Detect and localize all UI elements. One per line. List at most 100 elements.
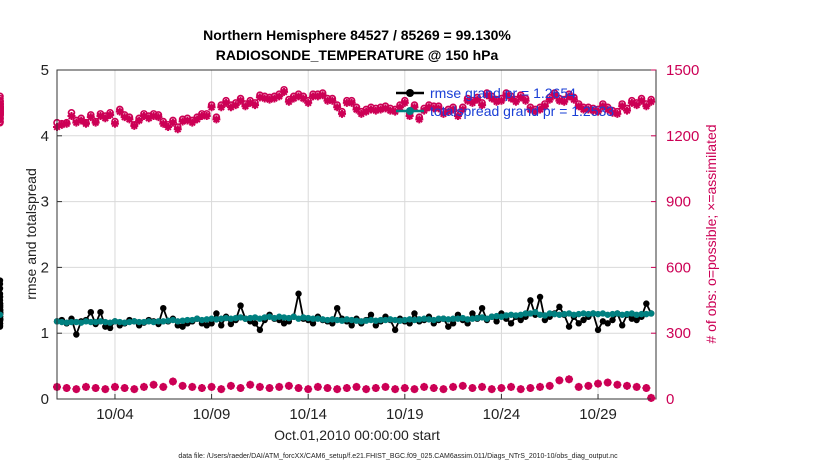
obs-assimilated-marker <box>526 105 535 114</box>
data-point <box>213 316 220 323</box>
data-point <box>150 318 157 326</box>
data-point <box>218 315 225 322</box>
data-point <box>488 313 495 320</box>
obs-assimilated-marker <box>632 382 641 391</box>
obs-assimilated-marker <box>313 92 322 101</box>
obs-assimilated-marker <box>497 384 506 393</box>
obs-assimilated-marker <box>550 91 559 100</box>
obs-assimilated-marker <box>420 382 429 391</box>
obs-assimilated-marker <box>647 393 656 402</box>
data-point <box>493 318 500 325</box>
data-point <box>348 316 355 324</box>
obs-assimilated-marker <box>168 377 177 386</box>
data-point <box>276 313 283 320</box>
series-1 <box>0 308 655 326</box>
obs-assimilated-marker <box>338 109 347 118</box>
obs-assimilated-marker <box>299 94 308 103</box>
data-point <box>503 312 510 319</box>
data-point <box>633 311 640 318</box>
obs-assimilated-marker <box>197 384 206 393</box>
obs-possible-marker <box>0 100 4 108</box>
obs-assimilated-marker <box>275 92 284 101</box>
data-point <box>329 316 336 323</box>
data-point <box>111 318 119 325</box>
data-point <box>570 311 578 318</box>
obs-assimilated-marker <box>371 106 380 115</box>
data-point <box>247 314 254 322</box>
axes-layer: 0 1 2 3 4 5 0 300 600 900 1200 1500 10/04 10/09 10/14 1… <box>41 62 700 423</box>
data-point <box>594 310 602 318</box>
data-point <box>280 314 288 321</box>
obs-assimilated-marker <box>463 96 472 105</box>
data-point <box>445 316 452 323</box>
data-point <box>387 316 394 323</box>
data-point <box>295 290 302 297</box>
obs-assimilated-marker <box>164 123 173 132</box>
data-point <box>599 318 607 325</box>
obs-assimilated-marker <box>284 381 293 390</box>
obs-assimilated-marker <box>642 384 651 393</box>
data-point <box>164 317 172 324</box>
data-point <box>556 311 563 318</box>
data-point <box>179 323 186 330</box>
obs-assimilated-marker <box>62 119 71 128</box>
obs-assimilated-marker <box>106 110 115 119</box>
obs-possible-marker <box>0 107 4 116</box>
obs-assimilated-marker <box>178 381 187 390</box>
data-point <box>498 313 505 320</box>
data-point <box>242 315 249 322</box>
y-tick-label: 0 <box>41 391 49 408</box>
y-tick-label: 1 <box>41 325 49 342</box>
obs-assimilated-marker <box>173 125 182 134</box>
obs-assimilated-marker <box>487 94 496 103</box>
data-point <box>483 315 491 322</box>
data-point <box>232 314 239 322</box>
data-point <box>532 308 539 316</box>
chart-title-line-2: RADIOSONDE_TEMPERATURE @ 150 hPa <box>216 47 499 63</box>
data-point <box>145 318 152 325</box>
x-tick-label: 10/19 <box>386 406 424 423</box>
obs-assimilated-marker <box>226 103 235 112</box>
data-point <box>396 317 404 324</box>
obs-assimilated-marker <box>144 114 153 123</box>
data-point <box>512 312 520 319</box>
data-point <box>493 312 500 320</box>
data-point <box>469 310 476 317</box>
data-point <box>237 314 244 321</box>
data-point <box>401 316 409 324</box>
y-right-tick-label: 0 <box>666 391 674 408</box>
obs-assimilated-marker <box>555 376 564 385</box>
obs-assimilated-marker <box>202 112 211 121</box>
obs-assimilated-marker <box>458 105 467 114</box>
data-point <box>106 324 114 332</box>
data-point <box>256 326 264 334</box>
obs-assimilated-marker <box>309 92 318 101</box>
y-right-tick-label: 900 <box>666 194 691 211</box>
data-point <box>203 316 210 323</box>
obs-assimilated-marker <box>62 384 71 393</box>
obs-assimilated-marker <box>294 384 303 393</box>
data-point <box>459 314 466 322</box>
y-right-tick-label: 1200 <box>666 128 699 145</box>
data-point <box>160 318 167 325</box>
data-point <box>430 316 437 324</box>
data-point <box>63 319 70 326</box>
obs-assimilated-marker <box>294 92 303 101</box>
obs-assimilated-marker <box>405 112 414 121</box>
obs-assimilated-marker <box>323 96 332 105</box>
data-point <box>517 311 524 318</box>
obs-assimilated-marker <box>241 102 250 111</box>
obs-assimilated-marker <box>453 112 462 121</box>
data-point <box>609 310 616 318</box>
obs-assimilated-marker <box>125 115 134 124</box>
data-point <box>116 318 123 326</box>
x-axis-title: Oct.01,2010 00:00:00 start <box>274 427 440 443</box>
obs-assimilated-marker <box>183 116 192 125</box>
obs-assimilated-marker <box>565 375 574 384</box>
data-point <box>309 320 317 327</box>
obs-assimilated-marker <box>560 97 569 106</box>
obs-assimilated-marker <box>415 115 424 124</box>
obs-assimilated-marker <box>91 118 100 127</box>
obs-assimilated-marker <box>159 119 168 128</box>
data-point <box>358 318 365 325</box>
